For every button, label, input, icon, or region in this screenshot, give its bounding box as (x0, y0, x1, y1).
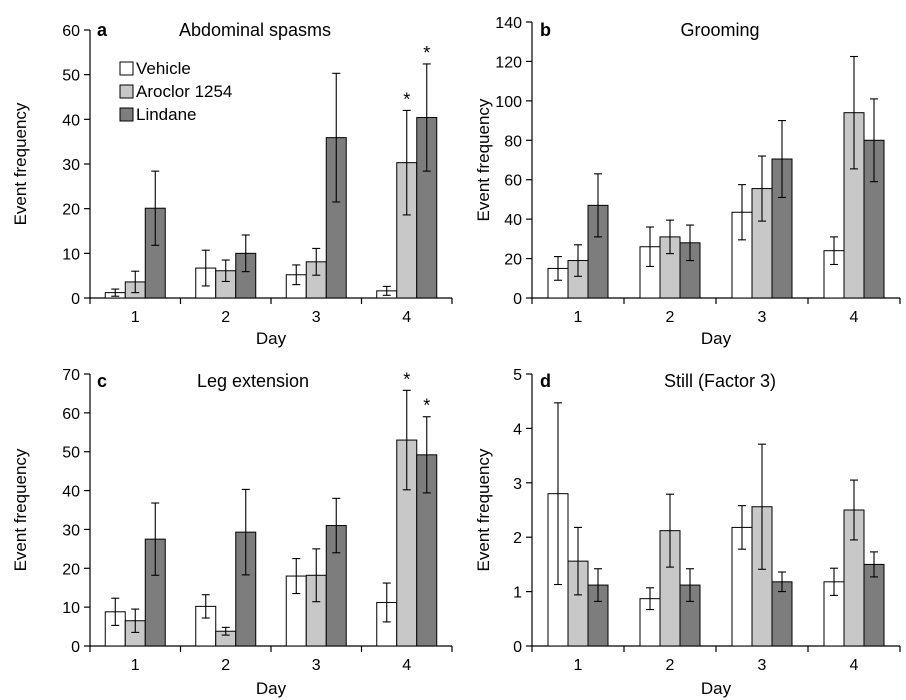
y-tick-label: 0 (513, 639, 522, 656)
significance-star: * (423, 396, 430, 416)
legend-swatch (119, 107, 134, 122)
y-tick-label: 0 (513, 291, 522, 308)
x-tick-label: 1 (574, 657, 583, 674)
y-tick-label: 20 (62, 202, 80, 219)
panel-title: Grooming (680, 20, 759, 40)
panel-letter: c (97, 371, 107, 391)
y-axis-label: Event frequency (11, 448, 30, 571)
y-tick-label: 0 (71, 639, 80, 656)
y-tick-label: 50 (62, 445, 80, 462)
legend-label: Vehicle (136, 59, 191, 78)
panel-d-still-factor-3: 0 1 2 3 4 5 1 2 3 4 Day Event frequency d Still (Fact… (474, 367, 901, 698)
x-axis-label: Day (701, 679, 732, 698)
y-tick-label: 40 (62, 112, 80, 129)
panel-a-abdominal-spasms: 0 10 20 30 40 50 60 1 2 3 4 * * Day Event frequency a Ab… (11, 20, 453, 348)
y-tick-label: 60 (62, 23, 80, 40)
y-tick-label: 2 (513, 530, 522, 547)
y-tick-label: 50 (62, 68, 80, 85)
y-tick-label: 5 (513, 367, 522, 384)
y-tick-label: 140 (495, 15, 522, 32)
y-tick-label: 60 (62, 406, 80, 423)
y-tick-label: 0 (71, 291, 80, 308)
significance-star: * (403, 89, 410, 109)
y-tick-label: 30 (62, 157, 80, 174)
legend: Vehicle Aroclor 1254 Lindane (119, 59, 232, 124)
x-tick-label: 3 (312, 657, 321, 674)
significance-star: * (423, 43, 430, 63)
panel-c-leg-extension: 0 10 20 30 40 50 60 70 1 2 3 4 * * Day Event frequency c… (11, 367, 453, 698)
x-tick-label: 1 (131, 309, 140, 326)
x-tick-label: 1 (574, 309, 583, 326)
y-tick-label: 40 (504, 212, 522, 229)
y-tick-label: 3 (513, 476, 522, 493)
x-tick-label: 3 (758, 657, 767, 674)
x-axis-label: Day (256, 329, 287, 348)
x-tick-label: 4 (402, 657, 411, 674)
y-axis-label: Event frequency (11, 102, 30, 225)
x-tick-label: 4 (850, 309, 859, 326)
y-axis-label: Event frequency (474, 98, 493, 221)
x-axis-label: Day (701, 329, 732, 348)
y-tick-label: 60 (504, 173, 522, 190)
y-tick-label: 1 (513, 585, 522, 602)
x-tick-label: 2 (221, 657, 230, 674)
panel-title: Leg extension (197, 371, 309, 391)
x-tick-label: 2 (666, 309, 675, 326)
y-tick-label: 4 (513, 421, 522, 438)
x-tick-label: 3 (758, 309, 767, 326)
y-tick-label: 10 (62, 600, 80, 617)
y-tick-label: 120 (495, 54, 522, 71)
panel-letter: b (540, 20, 551, 40)
x-tick-label: 2 (221, 309, 230, 326)
x-tick-label: 1 (131, 657, 140, 674)
x-tick-label: 4 (402, 309, 411, 326)
y-tick-label: 10 (62, 246, 80, 263)
y-axis-label: Event frequency (474, 448, 493, 571)
significance-star: * (403, 369, 410, 389)
y-tick-label: 40 (62, 484, 80, 501)
panel-b-grooming: 0 20 40 60 80 100 120 140 1 2 3 4 Day Event frequency… (474, 15, 901, 348)
panel-letter: d (540, 371, 551, 391)
panel-title: Still (Factor 3) (664, 371, 776, 391)
panel-letter: a (97, 20, 108, 40)
y-tick-label: 80 (504, 133, 522, 150)
x-tick-label: 2 (666, 657, 675, 674)
y-tick-label: 70 (62, 367, 80, 384)
legend-swatch (119, 84, 134, 99)
panel-title: Abdominal spasms (179, 20, 331, 40)
legend-label: Aroclor 1254 (136, 82, 232, 101)
x-axis-label: Day (256, 679, 287, 698)
x-tick-label: 4 (850, 657, 859, 674)
y-tick-label: 20 (62, 561, 80, 578)
y-tick-label: 30 (62, 522, 80, 539)
legend-swatch (119, 61, 134, 76)
x-tick-label: 3 (312, 309, 321, 326)
y-tick-label: 20 (504, 252, 522, 269)
y-tick-label: 100 (495, 94, 522, 111)
legend-label: Lindane (136, 105, 197, 124)
